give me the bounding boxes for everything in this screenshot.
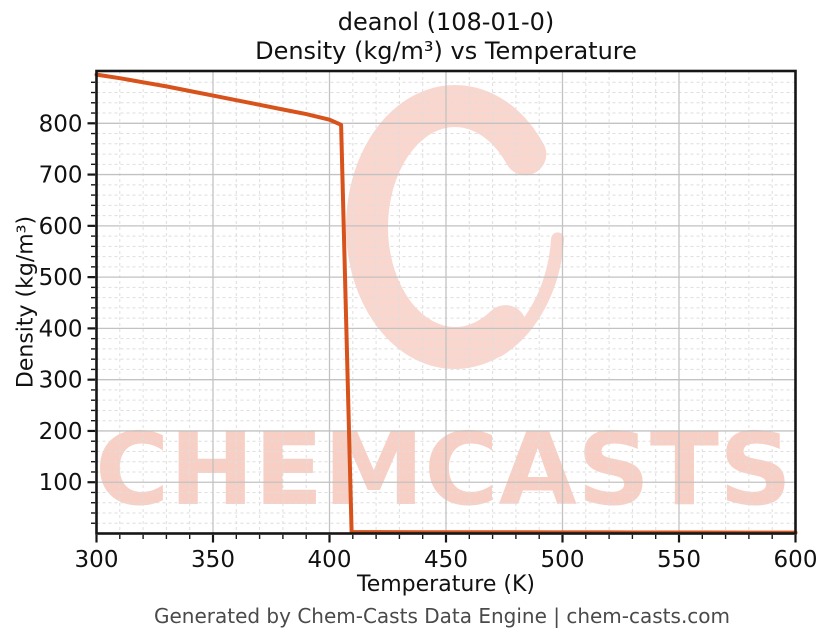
- y-tick-label: 800: [39, 111, 83, 137]
- y-tick-label: 500: [39, 265, 83, 291]
- axis-ticks: [87, 81, 797, 543]
- x-tick-label: 350: [191, 547, 235, 573]
- x-axis-label: Temperature (K): [357, 572, 535, 597]
- watermark-text: CHEMCASTS: [95, 411, 792, 528]
- y-tick-label: 400: [39, 316, 83, 342]
- y-tick-label: 600: [39, 214, 83, 240]
- grid-major: [96, 71, 796, 534]
- logo-c-top-streak: [399, 114, 521, 163]
- y-tick-label: 100: [39, 470, 83, 496]
- axes-spines: [95, 69, 797, 535]
- logo-c-main-stroke: [346, 85, 547, 369]
- x-tick-label: 450: [424, 547, 468, 573]
- x-tick-label: 400: [308, 547, 352, 573]
- x-tick-label: 600: [774, 547, 818, 573]
- chemcasts-logo-watermark: [346, 85, 565, 369]
- chart-title-line1: deanol (108-01-0): [337, 8, 555, 36]
- y-tick-label: 200: [39, 419, 83, 445]
- tick-labels: 300 350 400 450 500 550 600 100 200 300 400 500 600 7…: [39, 111, 818, 573]
- y-tick-label: 700: [39, 163, 83, 189]
- footer-credit: Generated by Chem-Casts Data Engine | ch…: [153, 604, 731, 628]
- x-tick-label: 300: [75, 547, 119, 573]
- x-tick-label: 500: [541, 547, 585, 573]
- y-tick-label: 300: [39, 368, 83, 394]
- chart-title: deanol (108-01-0) Density (kg/m³) vs Tem…: [61, 8, 830, 66]
- chart-title-line2: Density (kg/m³) vs Temperature: [255, 37, 637, 65]
- x-tick-label: 550: [657, 547, 701, 573]
